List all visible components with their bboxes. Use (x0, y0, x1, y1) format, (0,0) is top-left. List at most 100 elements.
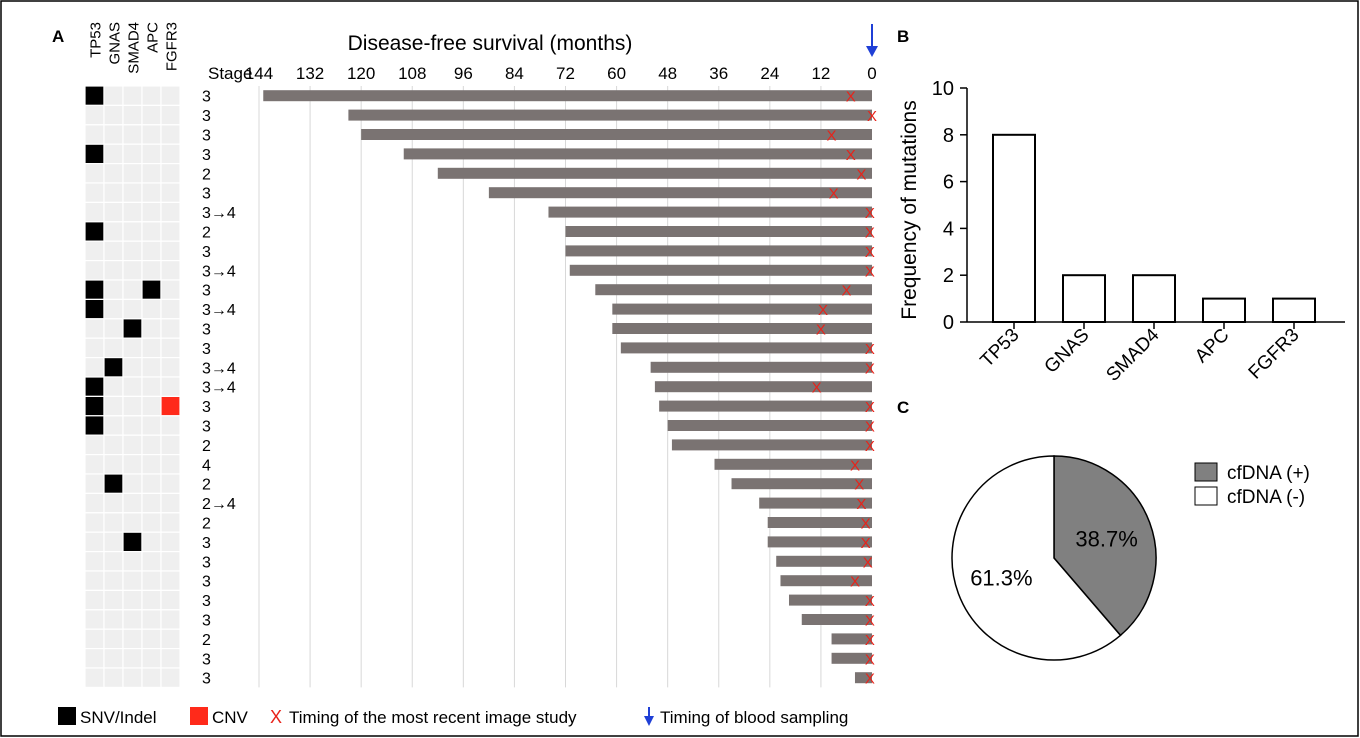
mutation-cell (84, 221, 105, 242)
mutation-cell (122, 667, 143, 688)
mutation-cell (103, 667, 124, 688)
mutation-cell (84, 395, 105, 417)
gene-headers: TP53 GNAS SMAD4 APC FGFR3 (88, 22, 181, 74)
mutation-cell (160, 512, 181, 533)
mutation-cell (141, 279, 162, 300)
survival-bar (776, 555, 872, 567)
survival-bar (671, 439, 872, 451)
pie-slice-label: 38.7% (1075, 527, 1137, 552)
mutation-cell (160, 85, 181, 106)
stage-label: 3 (202, 593, 211, 610)
mutation-cell (141, 531, 162, 553)
mutation-cell (103, 415, 124, 436)
legend-image-study-icon: X (270, 707, 282, 727)
mutation-cell (84, 337, 105, 359)
survival-bar (767, 517, 872, 528)
survival-bar (788, 594, 872, 606)
stage-label: 3→4 (202, 263, 236, 280)
mutation-cell (103, 182, 124, 203)
mutation-cell (84, 85, 105, 106)
stage-label: 3 (202, 419, 211, 436)
mutation-cell (84, 124, 105, 145)
frequency-y-tick-label: 8 (943, 125, 954, 147)
survival-bar (437, 167, 872, 179)
survival-bar (612, 303, 872, 315)
pie-slice-label: 61.3% (970, 565, 1032, 590)
mutation-cell (103, 318, 124, 339)
mutation-cell (160, 415, 181, 436)
legend-cfdna-positive-label: cfDNA (+) (1227, 463, 1310, 484)
survival-bar (565, 245, 872, 257)
frequency-bar-gnas (1062, 274, 1106, 324)
survival-bar (595, 284, 872, 296)
stage-label: 3 (202, 128, 211, 145)
mutation-cell (84, 357, 105, 378)
mutation-cell (103, 492, 124, 514)
mutation-cell (84, 609, 105, 630)
mutation-cell (122, 589, 143, 611)
survival-bar (548, 206, 872, 218)
panel-c: C 38.7% 61.3% cfDNA (+) cfDNA (-) (897, 398, 1310, 661)
mutation-cell (160, 609, 181, 630)
mutation-cell (141, 124, 162, 145)
mutation-cell (160, 376, 181, 397)
stage-label: 3 (202, 147, 211, 164)
survival-bar (780, 575, 872, 587)
stage-label: 3→4 (202, 302, 236, 319)
mutation-cell (141, 550, 162, 572)
image-study-marker: X (861, 535, 871, 552)
mutation-cell (160, 337, 181, 359)
image-study-marker: X (846, 147, 856, 164)
stage-label: 3 (202, 283, 211, 300)
mutation-cell (141, 415, 162, 436)
gene-header-fgfr3: FGFR3 (164, 22, 181, 71)
mutation-cell (84, 415, 105, 436)
mutation-cell (103, 376, 124, 397)
survival-bar (488, 187, 872, 199)
mutation-cell (84, 260, 105, 281)
image-study-marker: X (865, 399, 875, 416)
mutation-cell (103, 395, 124, 417)
mutation-cell (160, 318, 181, 339)
survival-bar (801, 614, 872, 625)
mutation-cell (160, 473, 181, 494)
legend-cnv-label: CNV (212, 708, 249, 727)
survival-gridlines (258, 86, 822, 688)
survival-bar (650, 361, 872, 373)
panel-b-label: B (897, 27, 909, 46)
stage-label: 2 (202, 166, 211, 183)
survival-bar (620, 342, 872, 354)
mutation-cell (122, 143, 143, 165)
image-study-marker: X (850, 457, 860, 474)
survival-tick-label: 120 (347, 64, 375, 83)
survival-bar (361, 129, 872, 140)
mutation-cell (103, 143, 124, 165)
mutation-cell (103, 201, 124, 223)
gene-header-apc: APC (145, 22, 162, 53)
survival-bar (565, 226, 872, 237)
mutation-cell (160, 531, 181, 553)
mutation-cell (122, 415, 143, 436)
mutation-cell (160, 260, 181, 281)
mutation-cell (103, 104, 124, 126)
survival-tick-label: 0 (867, 64, 876, 83)
legend-snv-label: SNV/Indel (80, 708, 157, 727)
mutation-cell (160, 395, 181, 417)
mutation-cell (141, 454, 162, 475)
stage-label: 3 (202, 89, 211, 106)
survival-tick-label: 132 (296, 64, 324, 83)
mutation-cell (160, 124, 181, 145)
mutation-cell (141, 143, 162, 165)
frequency-bar-tp53 (992, 133, 1036, 323)
mutation-cell (103, 298, 124, 320)
image-study-marker: X (865, 632, 875, 649)
survival-bars (263, 90, 872, 684)
image-study-marker: X (865, 593, 875, 610)
mutation-cell (122, 85, 143, 106)
mutation-cell (122, 454, 143, 475)
frequency-y-tick-label: 10 (932, 78, 954, 100)
mutation-cell (160, 201, 181, 223)
image-study-marker: X (865, 613, 875, 630)
mutation-cell (122, 570, 143, 591)
survival-tick-label: 60 (607, 64, 626, 83)
